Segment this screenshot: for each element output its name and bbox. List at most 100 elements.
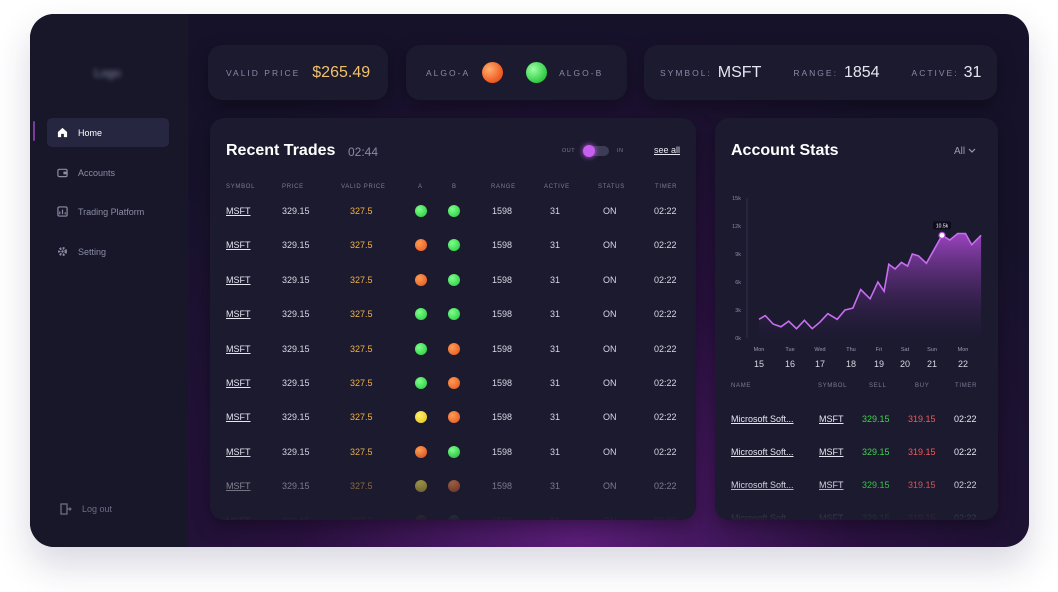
col-header: VALID PRICE xyxy=(341,184,386,190)
col-header: B xyxy=(452,184,457,190)
symbol-link[interactable]: MSFT xyxy=(226,343,251,354)
sidebar-item-accounts[interactable]: Accounts xyxy=(47,158,169,187)
recent-trades-card: Recent Trades 02:44 OUT IN see all SYMBO… xyxy=(210,118,696,520)
active-cell: 31 xyxy=(550,412,561,423)
symbol-link[interactable]: MSFT xyxy=(226,481,251,492)
chart-area-fill xyxy=(759,233,982,338)
table-row[interactable]: MSFT 329.15 327.5 1598 31 ON 02:22 xyxy=(210,407,696,441)
table-row[interactable]: MSFT 329.15 327.5 1598 31 ON 02:22 xyxy=(210,339,696,373)
col-header: SELL xyxy=(869,383,887,389)
table-row[interactable]: MSFT 329.15 327.5 1598 31 ON 02:22 xyxy=(210,373,696,407)
range-value: 1854 xyxy=(843,63,880,81)
chevron-down-icon xyxy=(968,146,976,157)
algo-a-indicator xyxy=(482,62,504,83)
symbol-link[interactable]: MSFT xyxy=(226,206,251,216)
gear-icon xyxy=(56,246,68,258)
symbol-link[interactable]: MSFT xyxy=(819,480,844,490)
algo-b-status-dot xyxy=(448,205,460,217)
timer-cell: 02:22 xyxy=(654,378,677,388)
algo-b-status-dot xyxy=(448,273,460,286)
sidebar: Logo Home Accounts Trading Platform Sett… xyxy=(30,14,188,547)
timer-cell: 02:22 xyxy=(954,480,977,490)
table-row[interactable]: Microsoft Soft... MSFT 329.15 319.15 02:22 xyxy=(715,511,998,520)
wallet-icon xyxy=(56,167,68,179)
sell-cell: 329.15 xyxy=(862,414,890,424)
x-day-label: Mon xyxy=(958,347,969,353)
name-link[interactable]: Microsoft Soft... xyxy=(731,480,794,490)
algo-a-status-dot xyxy=(415,342,427,355)
range-cell: 1598 xyxy=(492,309,513,320)
out-in-toggle[interactable] xyxy=(583,145,609,157)
symbol-link[interactable]: MSFT xyxy=(226,309,251,320)
name-link[interactable]: Microsoft Soft... xyxy=(731,513,794,520)
symbol-link[interactable]: MSFT xyxy=(819,513,844,520)
col-header: TIMER xyxy=(955,383,978,389)
price-cell: 329.15 xyxy=(282,240,310,251)
price-cell: 329.15 xyxy=(282,274,310,285)
range-cell: 1598 xyxy=(492,274,513,285)
sidebar-item-setting[interactable]: Setting xyxy=(47,237,169,266)
valid-price-cell: 327.5 xyxy=(350,412,373,423)
col-header: BUY xyxy=(915,383,930,389)
see-all-link[interactable]: see all xyxy=(654,145,681,155)
symbol-label: SYMBOL: xyxy=(660,67,712,78)
timer-cell: 02:22 xyxy=(654,274,677,285)
y-tick-label: 0k xyxy=(735,336,741,342)
timer-cell: 02:22 xyxy=(654,309,677,320)
symbol-link[interactable]: MSFT xyxy=(226,412,251,423)
sell-cell: 329.15 xyxy=(862,513,890,520)
y-tick-label: 15k xyxy=(732,196,741,202)
chart-icon xyxy=(56,206,68,218)
symbol-link[interactable]: MSFT xyxy=(226,511,251,520)
price-cell: 329.15 xyxy=(282,446,310,457)
timer-cell: 02:22 xyxy=(654,446,677,457)
table-row[interactable]: Microsoft Soft... MSFT 329.15 319.15 02:22 xyxy=(715,445,998,478)
algo-card: ALGO-A ALGO-B xyxy=(406,45,627,100)
chart-highlight-point[interactable] xyxy=(938,231,946,239)
col-header: SYMBOL xyxy=(818,383,848,389)
timer-cell: 02:22 xyxy=(654,206,677,216)
x-day-label: Wed xyxy=(814,347,825,353)
price-cell: 329.15 xyxy=(282,481,310,492)
symbol-link[interactable]: MSFT xyxy=(819,414,844,424)
status-cell: ON xyxy=(603,274,617,285)
range-filter-dropdown[interactable]: All xyxy=(954,146,976,157)
logout-button[interactable]: Log out xyxy=(60,503,112,515)
table-row[interactable]: Microsoft Soft... MSFT 329.15 319.15 02:22 xyxy=(715,478,998,511)
active-cell: 31 xyxy=(550,309,561,320)
algo-b-status-dot xyxy=(448,411,460,424)
sidebar-item-label: Trading Platform xyxy=(78,206,145,217)
table-row[interactable]: MSFT 329.15 327.5 1598 31 ON 02:22 xyxy=(210,442,696,476)
timer-cell: 02:22 xyxy=(954,513,977,520)
status-cell: ON xyxy=(603,481,617,492)
algo-b-status-dot xyxy=(448,445,460,458)
table-row[interactable]: MSFT 329.15 327.5 1598 31 ON 02:22 xyxy=(210,270,696,304)
symbol-link[interactable]: MSFT xyxy=(226,378,251,388)
sidebar-item-home[interactable]: Home xyxy=(47,118,169,147)
price-cell: 329.15 xyxy=(282,412,310,423)
symbol-link[interactable]: MSFT xyxy=(819,447,844,457)
algo-a-status-dot xyxy=(415,239,427,252)
table-row[interactable]: MSFT 329.15 327.5 1598 31 ON 02:22 xyxy=(210,304,696,338)
status-cell: ON xyxy=(603,378,617,388)
range-filter-value: All xyxy=(954,146,966,157)
symbol-link[interactable]: MSFT xyxy=(226,446,251,457)
symbol-link[interactable]: MSFT xyxy=(226,240,251,251)
y-tick-label: 9k xyxy=(735,252,741,258)
table-row[interactable]: MSFT 329.15 327.5 1598 31 ON 02:22 xyxy=(210,476,696,510)
table-row[interactable]: MSFT 329.15 327.5 1598 31 ON 02:22 xyxy=(210,235,696,269)
table-row[interactable]: MSFT 329.15 327.5 1598 31 ON 02:22 xyxy=(210,511,696,520)
account-stats-card: Account Stats All 0k 3k 6k 9k 12k 15k 10.5k Mo… xyxy=(715,118,998,520)
symbol-link[interactable]: MSFT xyxy=(226,274,251,285)
table-row[interactable]: Microsoft Soft... MSFT 329.15 319.15 02:22 xyxy=(715,412,998,445)
logout-icon xyxy=(60,503,72,515)
table-row[interactable]: MSFT 329.15 327.5 1598 31 ON 02:22 xyxy=(210,201,696,235)
sidebar-item-trading-platform[interactable]: Trading Platform xyxy=(47,197,169,226)
status-cell: ON xyxy=(603,343,617,354)
name-link[interactable]: Microsoft Soft... xyxy=(731,447,794,457)
name-link[interactable]: Microsoft Soft... xyxy=(731,414,794,424)
symbol-card: SYMBOL: MSFT RANGE: 1854 ACTIVE: 31 xyxy=(644,45,997,100)
account-stats-chart: 0k 3k 6k 9k 12k 15k 10.5k Mon 15 Tue 16 Wed 17 Thu 18… xyxy=(732,196,982,368)
range-cell: 1598 xyxy=(492,446,513,457)
toggle-knob xyxy=(583,145,595,157)
